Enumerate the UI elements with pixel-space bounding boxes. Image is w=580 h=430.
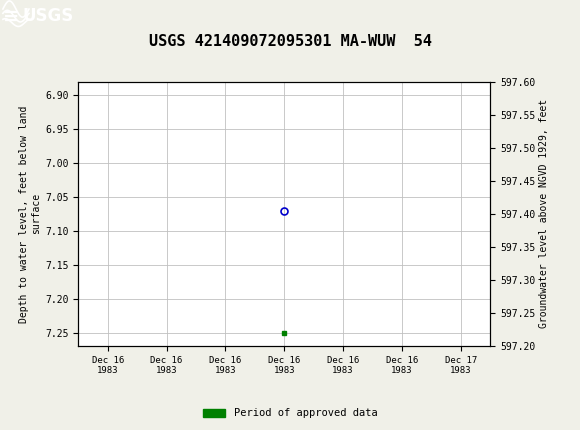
Y-axis label: Groundwater level above NGVD 1929, feet: Groundwater level above NGVD 1929, feet [539,99,549,329]
Text: USGS: USGS [22,7,73,25]
Legend: Period of approved data: Period of approved data [198,404,382,423]
Y-axis label: Depth to water level, feet below land
surface: Depth to water level, feet below land su… [19,105,41,322]
Text: ≡: ≡ [3,6,19,26]
Text: USGS 421409072095301 MA-WUW  54: USGS 421409072095301 MA-WUW 54 [148,34,432,49]
